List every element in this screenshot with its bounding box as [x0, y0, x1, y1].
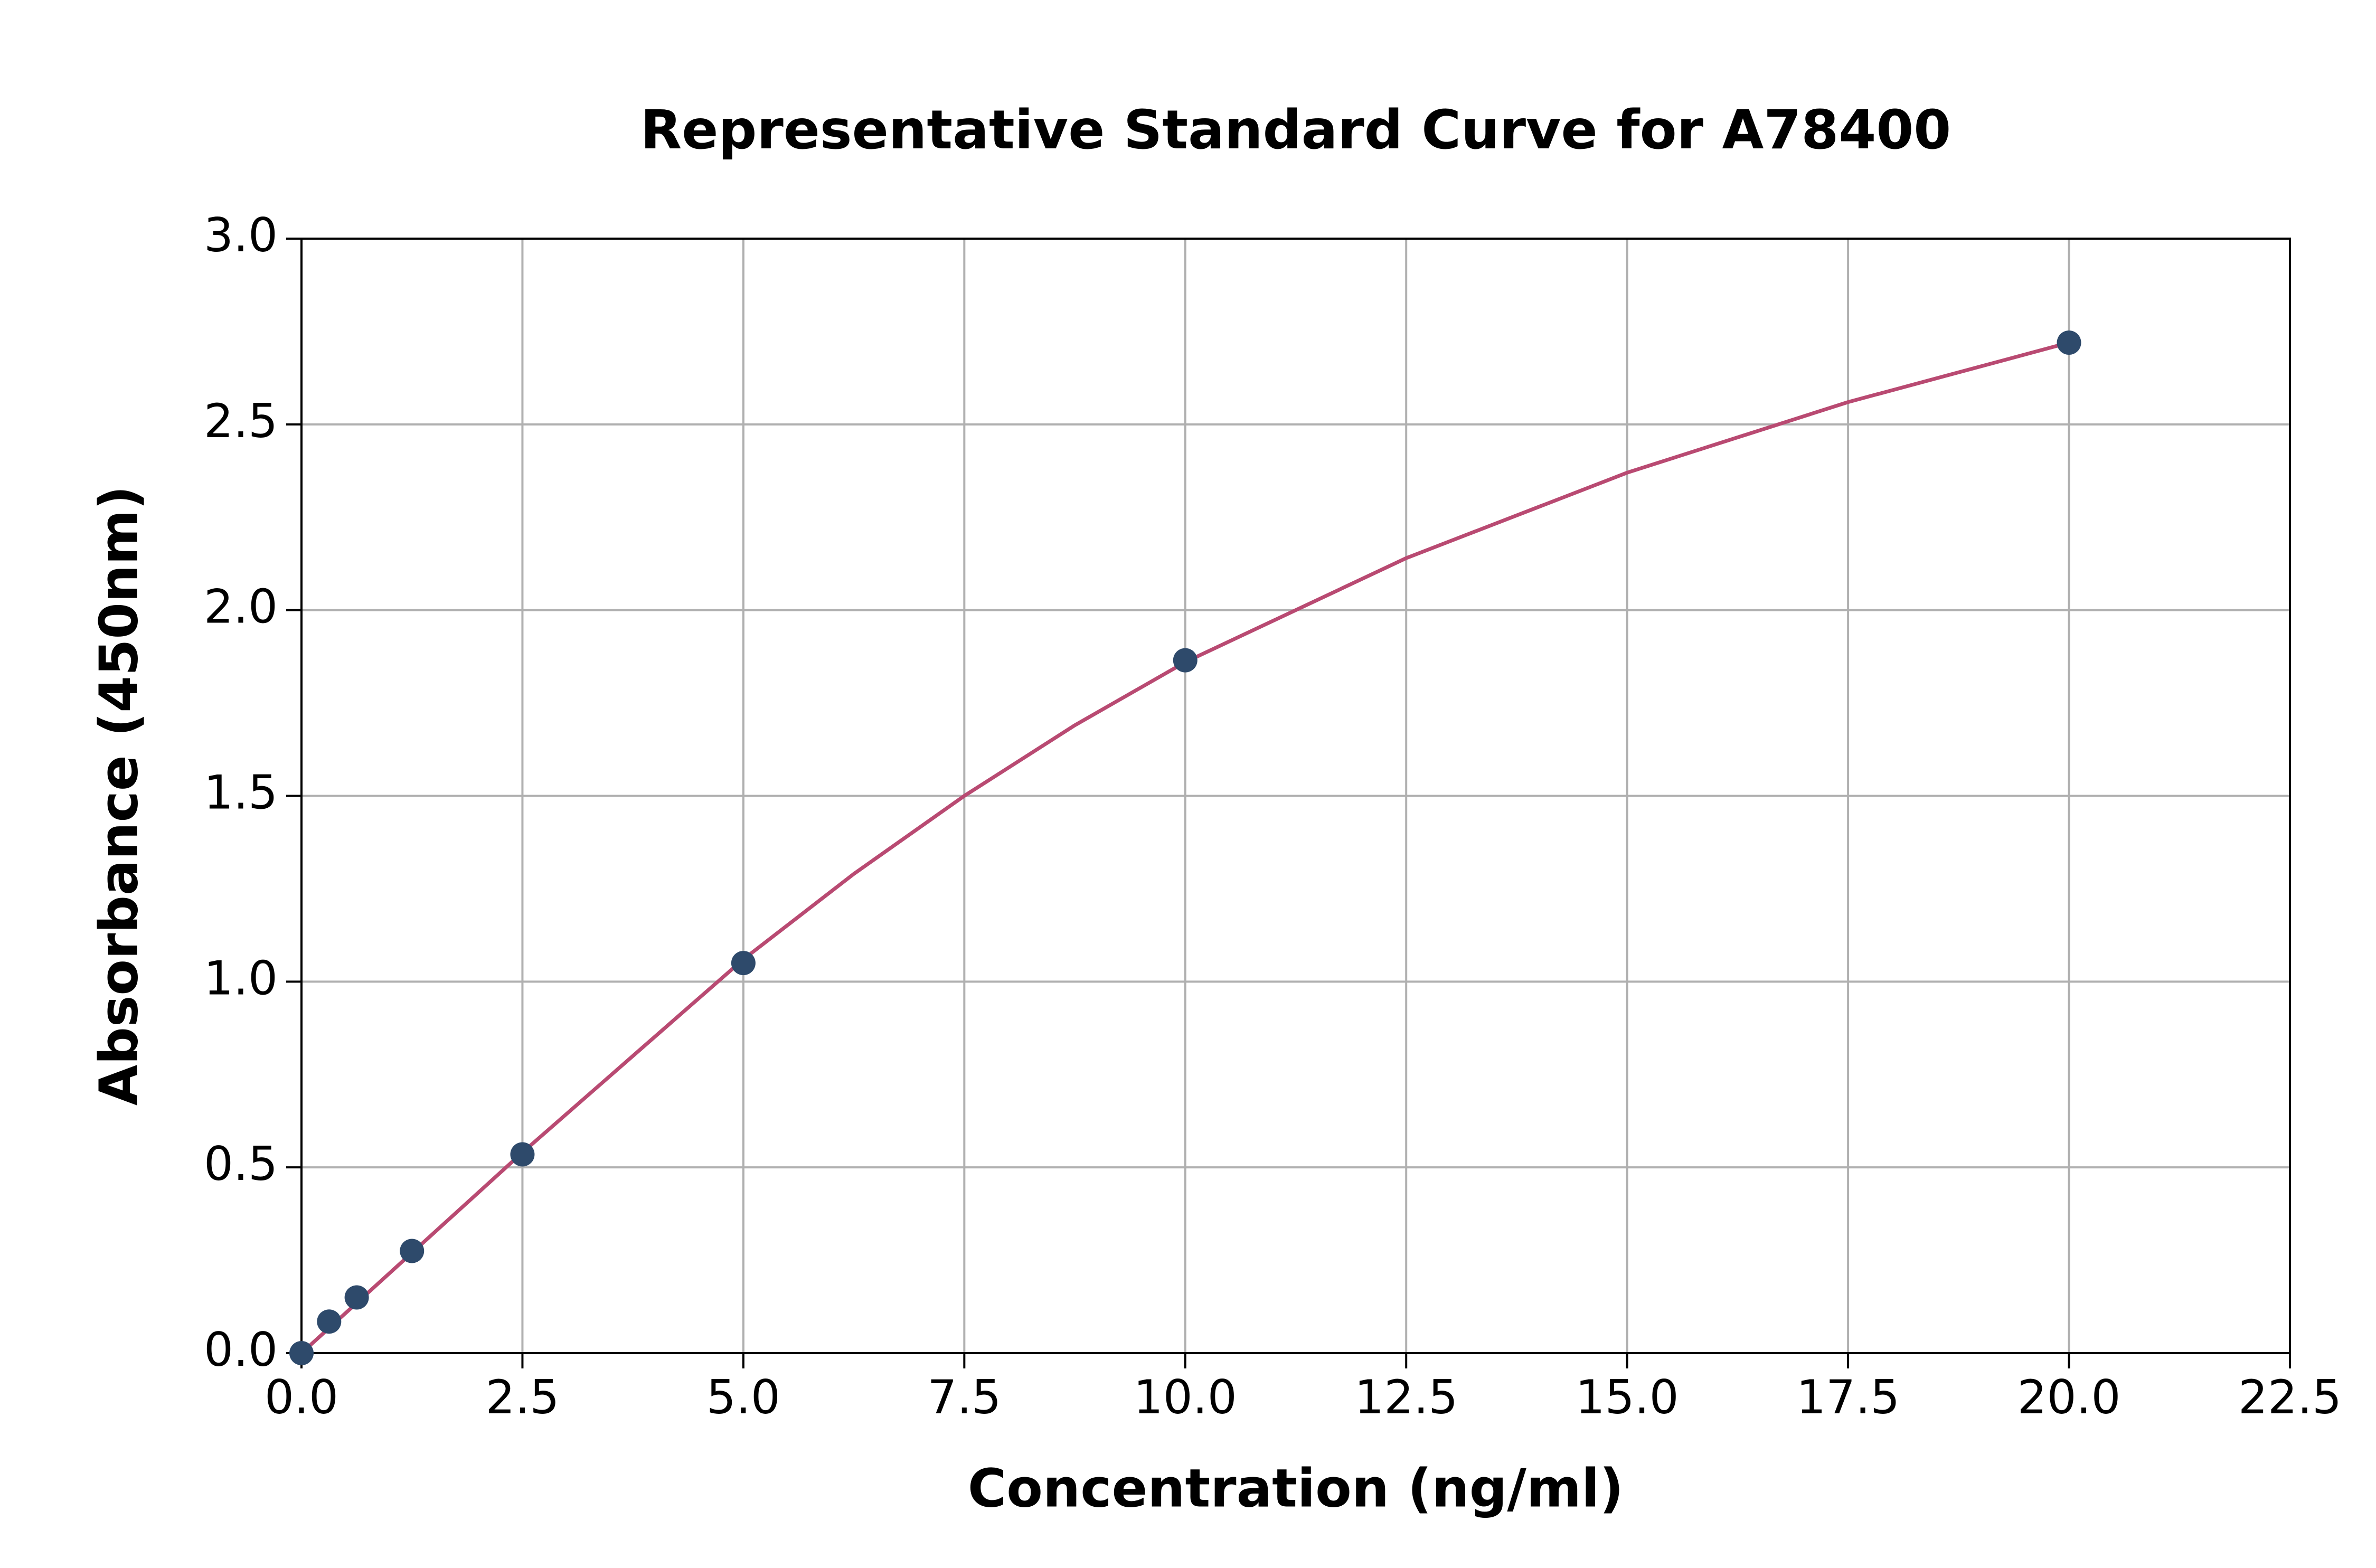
x-tick-label: 2.5 — [485, 1370, 559, 1424]
y-tick-label: 3.0 — [204, 208, 278, 262]
data-point — [2057, 330, 2081, 355]
x-tick-label: 20.0 — [2017, 1370, 2121, 1424]
data-point — [510, 1142, 535, 1167]
x-tick-label: 0.0 — [265, 1370, 338, 1424]
y-tick-label: 2.5 — [204, 394, 278, 448]
y-tick-label: 0.0 — [204, 1323, 278, 1377]
y-tick-label: 0.5 — [204, 1137, 278, 1191]
x-tick-label: 5.0 — [706, 1370, 780, 1424]
y-tick-label: 1.5 — [204, 765, 278, 819]
x-tick-label: 12.5 — [1354, 1370, 1458, 1424]
data-point — [344, 1285, 369, 1310]
y-tick-label: 2.0 — [204, 580, 278, 634]
data-point — [1173, 648, 1198, 673]
x-tick-label: 17.5 — [1796, 1370, 1900, 1424]
x-tick-label: 7.5 — [927, 1370, 1001, 1424]
chart-title: Representative Standard Curve for A78400 — [640, 99, 1951, 162]
x-tick-label: 22.5 — [2238, 1370, 2342, 1424]
data-point — [317, 1309, 342, 1334]
x-tick-label: 10.0 — [1134, 1370, 1237, 1424]
y-axis-label: Absorbance (450nm) — [88, 486, 149, 1106]
data-point — [731, 951, 756, 976]
x-axis-label: Concentration (ng/ml) — [968, 1457, 1624, 1519]
x-tick-label: 15.0 — [1576, 1370, 1679, 1424]
data-point — [289, 1341, 314, 1365]
y-tick-label: 1.0 — [204, 951, 278, 1005]
data-point — [400, 1239, 425, 1263]
plot-frame — [300, 238, 2291, 1354]
